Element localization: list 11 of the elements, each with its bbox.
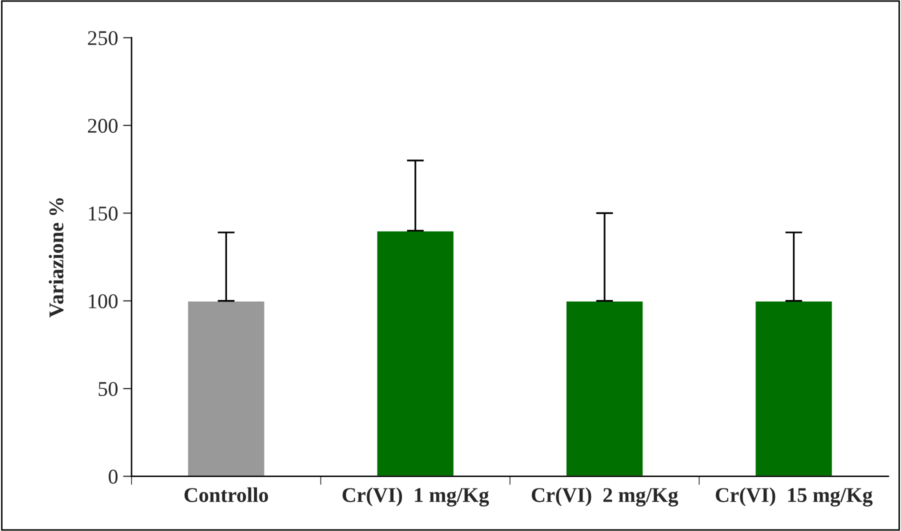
y-tick-label: 0 (108, 470, 118, 484)
y-tick-label: 200 (88, 118, 118, 133)
y-tick-label: 150 (88, 206, 118, 221)
x-tick-label: Controllo (184, 487, 268, 502)
y-tick-label: 250 (88, 31, 118, 46)
x-tick-label: Cr(VI) 15 mg/Kg (716, 487, 873, 506)
y-tick-label: 50 (98, 382, 118, 396)
x-tick-label: Cr(VI) 2 mg/Kg (532, 487, 678, 506)
y-tick-label: 100 (88, 294, 118, 308)
y-axis-title: Variazione % (48, 198, 64, 318)
x-tick-label: Cr(VI) 1 mg/Kg (342, 487, 489, 506)
